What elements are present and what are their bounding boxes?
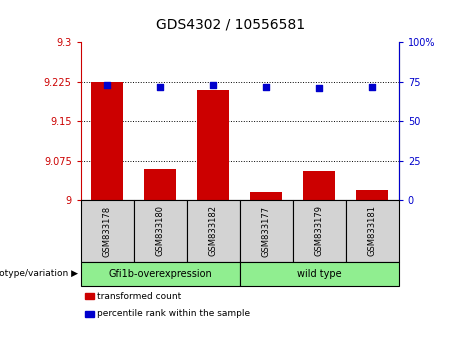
Bar (356, 189, 388, 200)
Text: percentile rank within the sample: percentile rank within the sample (97, 309, 250, 319)
Text: GSM833179: GSM833179 (315, 205, 324, 257)
Point (315, 85, 323, 91)
Text: GSM833181: GSM833181 (368, 205, 377, 257)
Text: genotype/variation ▶: genotype/variation ▶ (0, 269, 78, 279)
Text: GSM833180: GSM833180 (156, 205, 165, 257)
Bar (303, 171, 335, 200)
Text: transformed count: transformed count (97, 292, 182, 301)
Bar (197, 90, 229, 200)
Text: GDS4302 / 10556581: GDS4302 / 10556581 (156, 18, 305, 32)
Bar (91, 82, 123, 200)
Point (262, 84, 270, 90)
Text: GSM833178: GSM833178 (103, 205, 112, 257)
Text: Gfi1b-overexpression: Gfi1b-overexpression (108, 269, 212, 279)
Text: wild type: wild type (297, 269, 342, 279)
Point (103, 82, 111, 88)
Point (209, 82, 217, 88)
Point (368, 84, 376, 90)
Bar (144, 169, 176, 200)
Text: GSM833182: GSM833182 (209, 205, 218, 257)
Point (156, 84, 164, 90)
Bar (250, 192, 282, 200)
Text: GSM833177: GSM833177 (262, 205, 271, 257)
